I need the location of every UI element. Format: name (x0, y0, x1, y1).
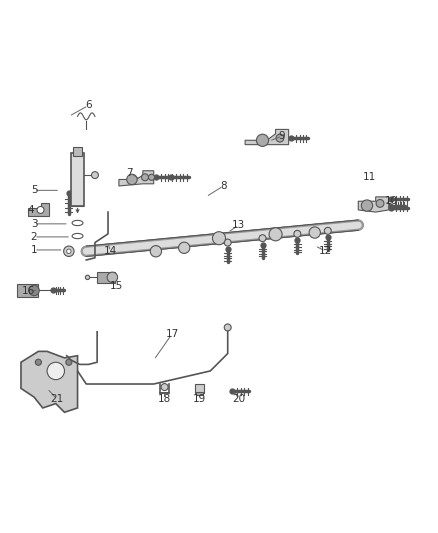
Text: 2: 2 (31, 232, 37, 242)
Bar (195, 384, 204, 393)
Circle shape (259, 235, 266, 241)
Circle shape (67, 249, 71, 254)
Text: 18: 18 (158, 394, 171, 404)
Text: 10: 10 (385, 196, 397, 206)
Circle shape (276, 134, 284, 142)
Circle shape (85, 275, 90, 279)
Circle shape (179, 242, 190, 254)
Circle shape (269, 228, 282, 241)
Circle shape (66, 359, 72, 365)
Circle shape (324, 228, 331, 235)
Circle shape (294, 230, 301, 237)
Circle shape (256, 134, 268, 147)
Circle shape (212, 232, 226, 245)
Polygon shape (28, 204, 49, 216)
Text: 5: 5 (31, 185, 37, 195)
Bar (97, 272, 115, 283)
Text: 7: 7 (127, 168, 133, 178)
FancyArrowPatch shape (76, 208, 79, 213)
Polygon shape (245, 130, 289, 144)
Circle shape (161, 384, 168, 391)
Text: 12: 12 (319, 246, 332, 256)
Text: 3: 3 (31, 219, 37, 229)
Circle shape (150, 246, 162, 257)
Text: 6: 6 (85, 100, 92, 110)
Polygon shape (119, 171, 154, 186)
Circle shape (141, 174, 148, 181)
Text: 8: 8 (220, 181, 226, 191)
Text: 20: 20 (232, 394, 245, 404)
Circle shape (64, 246, 74, 256)
Circle shape (35, 359, 42, 365)
Circle shape (92, 172, 99, 179)
Text: 9: 9 (279, 131, 286, 141)
Circle shape (37, 206, 44, 213)
Circle shape (29, 285, 39, 296)
Circle shape (376, 199, 384, 207)
Circle shape (224, 239, 231, 246)
Text: 15: 15 (110, 281, 124, 291)
Text: 14: 14 (103, 246, 117, 256)
Bar (71, 154, 84, 206)
Circle shape (47, 362, 64, 379)
Text: 17: 17 (166, 329, 179, 339)
Circle shape (148, 174, 155, 180)
Bar (73, 147, 82, 156)
Circle shape (309, 227, 321, 238)
Polygon shape (21, 351, 78, 413)
Text: 13: 13 (232, 220, 245, 230)
Bar (17, 284, 39, 297)
Circle shape (361, 200, 373, 211)
Circle shape (127, 174, 137, 184)
Text: 1: 1 (31, 245, 37, 255)
Polygon shape (358, 197, 389, 212)
Text: 4: 4 (28, 205, 34, 215)
Text: 11: 11 (363, 172, 376, 182)
Text: 19: 19 (193, 394, 206, 404)
Circle shape (224, 324, 231, 331)
Text: 21: 21 (50, 394, 64, 404)
Bar (196, 392, 203, 395)
Circle shape (107, 272, 117, 282)
Text: 16: 16 (22, 286, 35, 296)
